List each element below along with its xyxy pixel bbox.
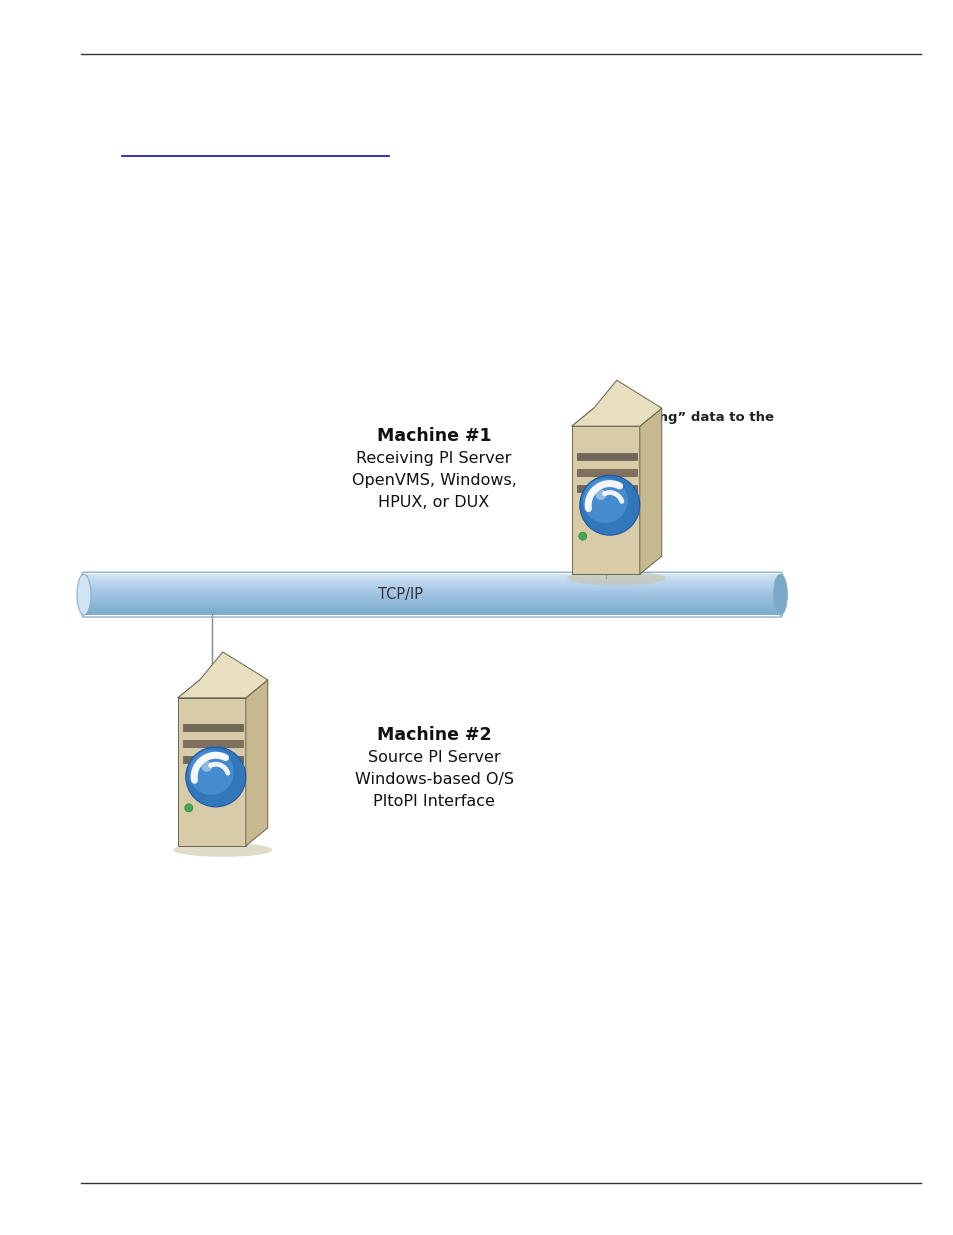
FancyBboxPatch shape	[84, 585, 780, 587]
FancyBboxPatch shape	[84, 594, 780, 595]
Text: Source PI Server: Source PI Server	[367, 750, 500, 764]
Polygon shape	[183, 740, 242, 747]
Polygon shape	[577, 453, 636, 459]
FancyBboxPatch shape	[84, 598, 780, 600]
Text: Receiving PI Server: Receiving PI Server	[356, 451, 511, 466]
FancyBboxPatch shape	[84, 577, 780, 578]
FancyBboxPatch shape	[84, 613, 780, 614]
FancyBboxPatch shape	[84, 592, 780, 593]
FancyBboxPatch shape	[84, 584, 780, 585]
FancyBboxPatch shape	[84, 574, 780, 577]
FancyBboxPatch shape	[84, 580, 780, 582]
Polygon shape	[183, 756, 242, 763]
FancyBboxPatch shape	[84, 611, 780, 613]
FancyBboxPatch shape	[84, 609, 780, 610]
FancyBboxPatch shape	[84, 587, 780, 589]
FancyBboxPatch shape	[84, 578, 780, 579]
Circle shape	[582, 478, 627, 524]
FancyBboxPatch shape	[84, 595, 780, 597]
Text: “pushing” data to the: “pushing” data to the	[608, 411, 773, 424]
Polygon shape	[639, 409, 661, 574]
FancyBboxPatch shape	[84, 601, 780, 603]
FancyBboxPatch shape	[84, 599, 780, 600]
FancyBboxPatch shape	[84, 597, 780, 598]
FancyBboxPatch shape	[84, 604, 780, 606]
Polygon shape	[571, 426, 639, 574]
Circle shape	[186, 747, 246, 806]
Text: PItoPI Interface: PItoPI Interface	[373, 794, 495, 809]
Circle shape	[595, 489, 605, 500]
Circle shape	[201, 761, 212, 772]
FancyBboxPatch shape	[84, 600, 780, 601]
FancyBboxPatch shape	[84, 579, 780, 580]
FancyBboxPatch shape	[84, 589, 780, 590]
FancyBboxPatch shape	[84, 576, 780, 577]
Polygon shape	[177, 680, 268, 698]
FancyBboxPatch shape	[84, 585, 780, 588]
FancyBboxPatch shape	[84, 606, 780, 608]
FancyBboxPatch shape	[84, 592, 780, 594]
Text: Machine #1: Machine #1	[376, 427, 491, 446]
Text: OpenVMS, Windows,: OpenVMS, Windows,	[352, 473, 516, 488]
Text: TCP/IP: TCP/IP	[377, 587, 423, 603]
FancyBboxPatch shape	[84, 580, 780, 583]
Polygon shape	[577, 468, 636, 475]
FancyBboxPatch shape	[84, 593, 780, 594]
FancyBboxPatch shape	[84, 610, 780, 613]
FancyBboxPatch shape	[84, 608, 780, 609]
Text: HPUX, or DUX: HPUX, or DUX	[378, 495, 489, 510]
FancyBboxPatch shape	[84, 583, 780, 584]
Ellipse shape	[773, 574, 786, 615]
Polygon shape	[577, 484, 636, 492]
Circle shape	[185, 804, 193, 811]
Polygon shape	[571, 409, 661, 426]
Polygon shape	[246, 680, 268, 846]
Text: Machine #2: Machine #2	[376, 726, 491, 745]
FancyBboxPatch shape	[84, 590, 780, 592]
Circle shape	[579, 475, 639, 535]
Polygon shape	[177, 652, 268, 698]
FancyBboxPatch shape	[84, 604, 780, 605]
Circle shape	[189, 750, 233, 795]
FancyBboxPatch shape	[84, 588, 780, 589]
Ellipse shape	[567, 571, 665, 585]
FancyBboxPatch shape	[84, 603, 780, 604]
FancyBboxPatch shape	[84, 598, 780, 599]
Polygon shape	[571, 380, 661, 426]
Ellipse shape	[77, 574, 91, 615]
Circle shape	[578, 532, 586, 540]
FancyBboxPatch shape	[84, 614, 780, 615]
Ellipse shape	[173, 842, 272, 857]
Polygon shape	[183, 725, 242, 731]
Text: Windows-based O/S: Windows-based O/S	[355, 772, 513, 787]
FancyBboxPatch shape	[84, 582, 780, 583]
Polygon shape	[177, 698, 246, 846]
FancyBboxPatch shape	[84, 574, 780, 576]
FancyBboxPatch shape	[84, 609, 780, 611]
FancyBboxPatch shape	[84, 605, 780, 606]
